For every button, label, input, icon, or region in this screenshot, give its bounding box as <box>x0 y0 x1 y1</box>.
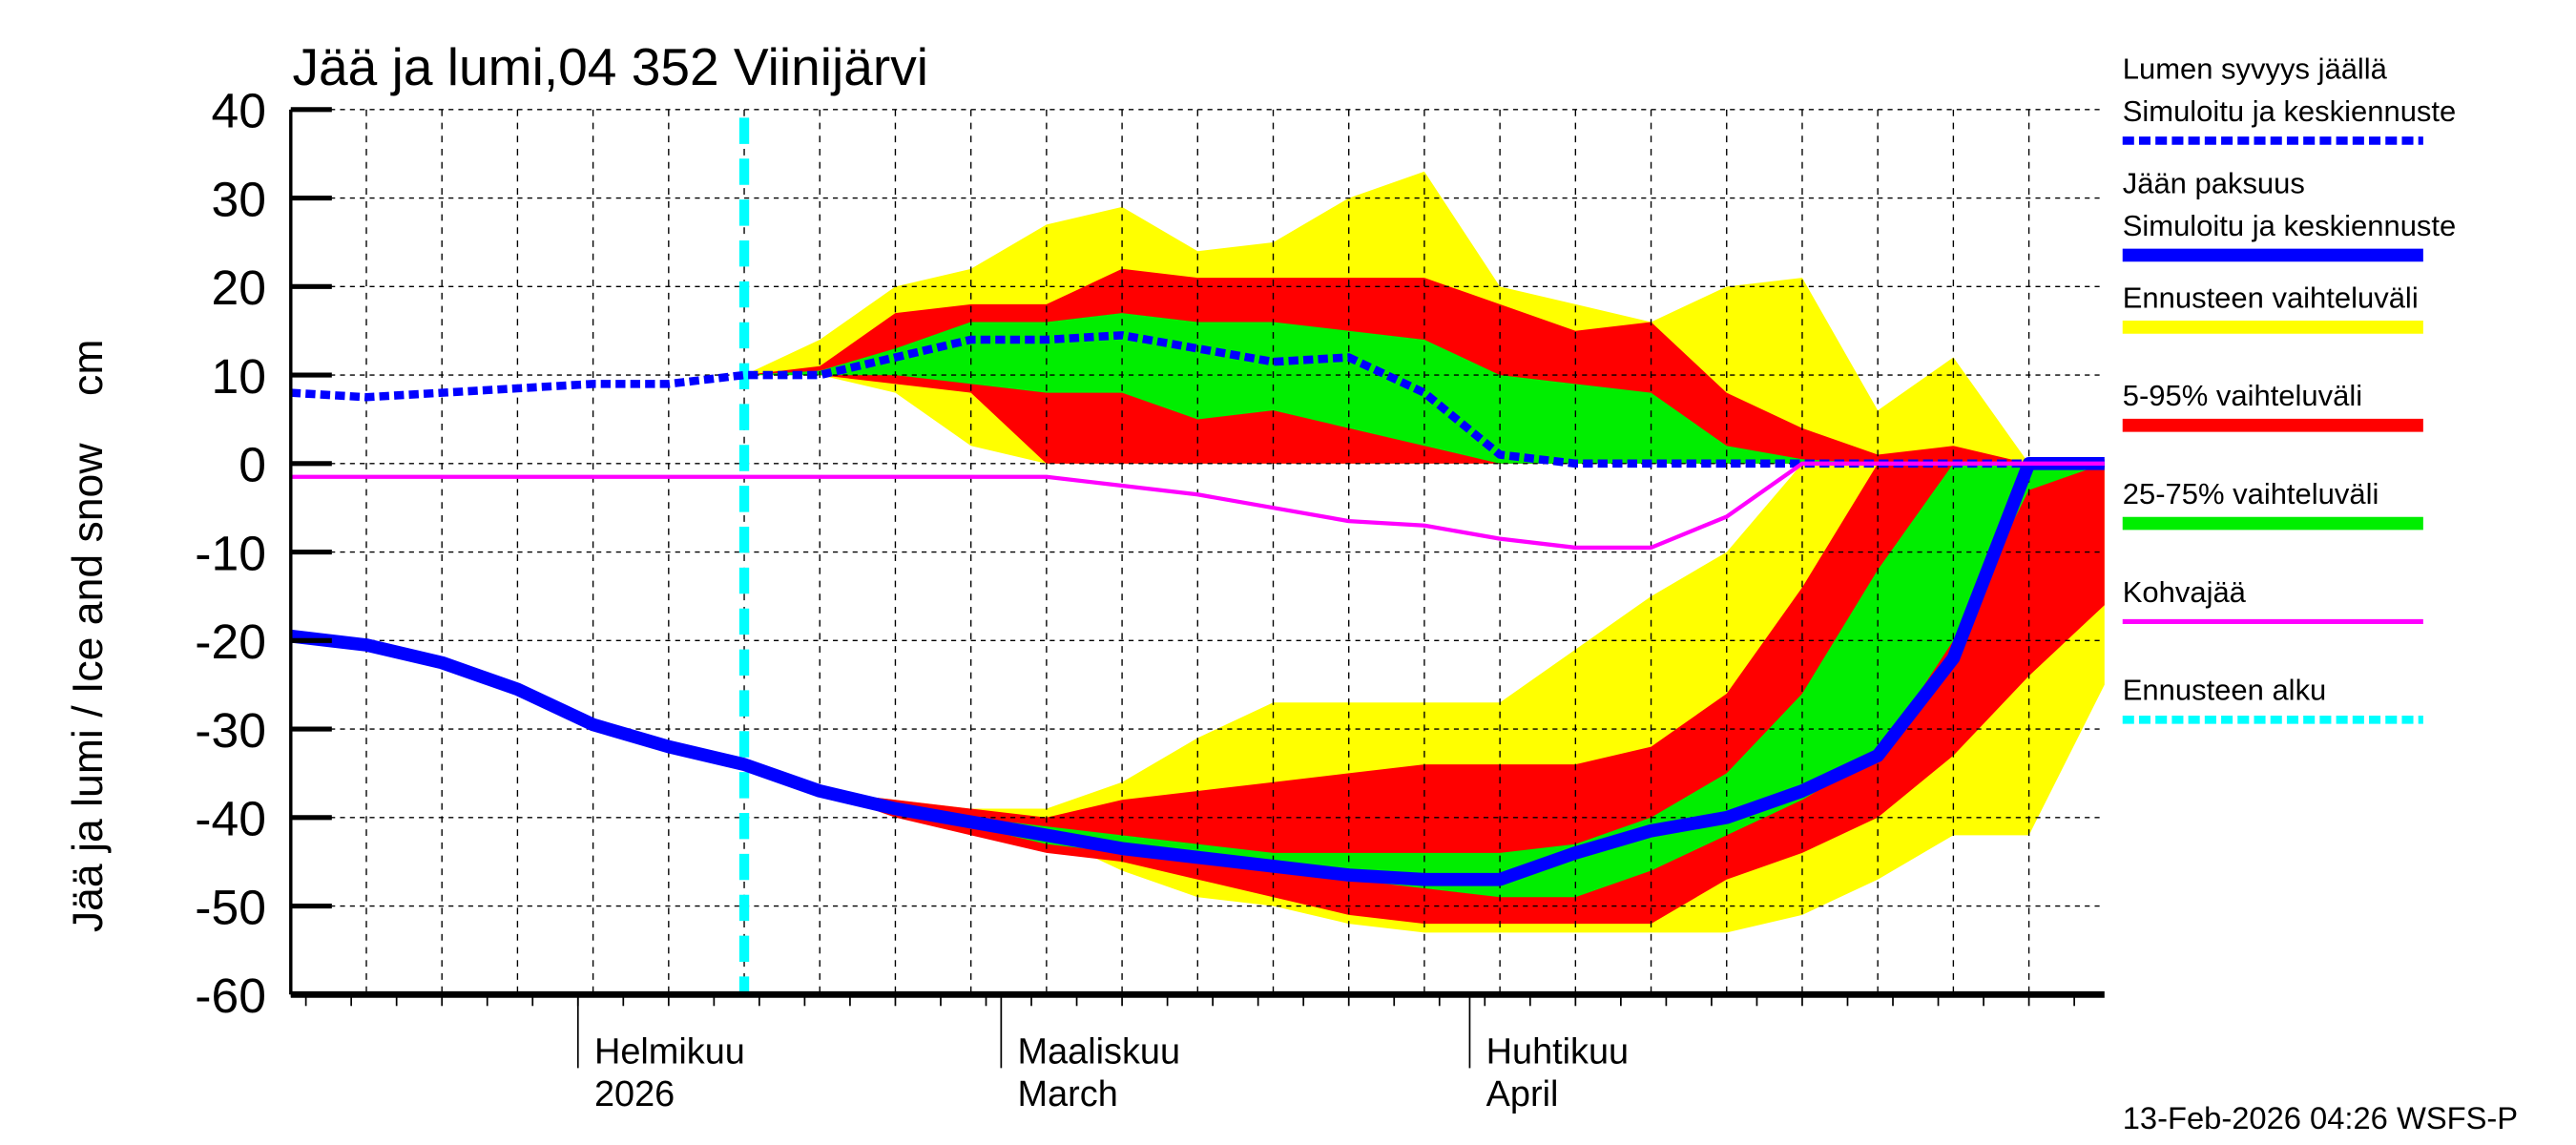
x-month-label: Huhtikuu <box>1486 1031 1629 1072</box>
y-tick-label: 20 <box>211 260 265 315</box>
y-tick-label: -50 <box>195 880 266 935</box>
y-tick-label: 30 <box>211 172 265 227</box>
series-line-0 <box>290 331 2105 468</box>
legend-label: 25-75% vaihteluväli <box>2123 477 2379 510</box>
legend-label: Kohvajää <box>2123 575 2247 609</box>
x-month-label: Maaliskuu <box>1018 1031 1180 1072</box>
y-tick-label: -20 <box>195 614 266 669</box>
x-month-sublabel: March <box>1018 1074 1118 1114</box>
legend-label: Jään paksuus <box>2123 166 2305 199</box>
series-line-1 <box>289 456 2105 886</box>
y-tick-label: 40 <box>211 83 265 138</box>
x-month-sublabel: 2026 <box>594 1074 675 1114</box>
y-tick-label: -60 <box>195 968 266 1023</box>
x-month-label: Helmikuu <box>594 1031 745 1072</box>
legend-label: Lumen syvyys jäällä <box>2123 52 2388 85</box>
legend-label: Ennusteen vaihteluväli <box>2123 281 2419 314</box>
y-axis-label: Jää ja lumi / Ice and snow cm <box>65 340 112 933</box>
legend-sublabel: Simuloitu ja keskiennuste <box>2123 94 2457 128</box>
y-tick-label: -10 <box>195 526 266 581</box>
y-tick-label: 10 <box>211 348 265 404</box>
legend-sublabel: Simuloitu ja keskiennuste <box>2123 209 2457 242</box>
band-ice-2 <box>744 463 2105 898</box>
series-line-2 <box>290 461 2105 551</box>
y-tick-label: -30 <box>195 702 266 758</box>
grid <box>290 109 2105 995</box>
legend-label: 5-95% vaihteluväli <box>2123 379 2362 412</box>
legend: Lumen syvyys jäällä Simuloitu ja keskienn… <box>2123 52 2457 724</box>
y-tick-label: -40 <box>195 791 266 846</box>
legend-label: Ennusteen alku <box>2123 674 2327 707</box>
series-lines <box>289 117 2105 995</box>
x-month-sublabel: April <box>1486 1074 1559 1114</box>
chart-title: Jää ja lumi,04 352 Viinijärvi <box>293 37 929 96</box>
y-tick-label: 0 <box>239 437 266 492</box>
timestamp: 13-Feb-2026 04:26 WSFS-P <box>2123 1100 2518 1135</box>
